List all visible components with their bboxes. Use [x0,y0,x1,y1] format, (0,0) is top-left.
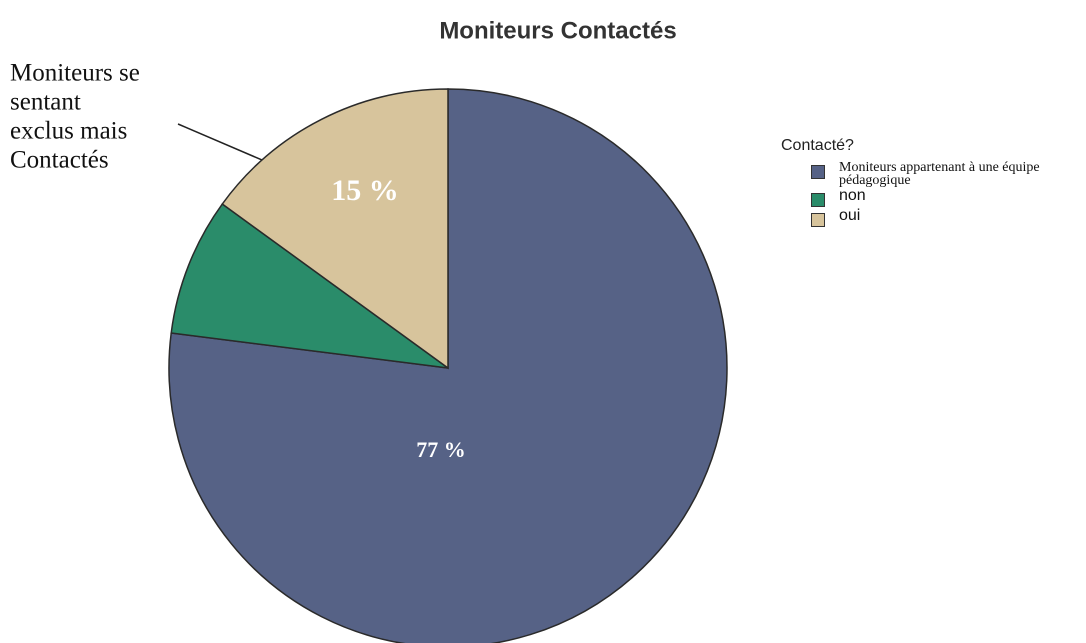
data-label: 15 % [331,174,399,207]
pie-slice [170,202,449,369]
pie-slice [168,88,728,643]
pie-slice [221,88,449,370]
legend: Contacté? Moniteurs appartenant à une éq… [781,137,1086,227]
legend-label: non [839,187,866,204]
annotation: Contactés [10,147,109,174]
legend-label: oui [839,207,861,224]
annotation: Moniteurs se [10,60,140,87]
legend-item: oui [811,207,1086,227]
legend-item: non [811,187,1086,207]
legend-swatch [811,213,825,227]
data-label: 77 % [416,437,466,462]
legend-item: Moniteurs appartenant à une équipe pédag… [811,159,1086,188]
legend-swatch [811,193,825,207]
annotation: sentant [10,89,81,116]
annotation: exclus mais [10,118,127,145]
legend-title: Contacté? [781,137,854,154]
legend-label: Moniteurs appartenant à une équipe pédag… [839,160,1040,188]
legend-swatch [811,165,825,179]
chart-title: Moniteurs Contactés [439,17,676,44]
